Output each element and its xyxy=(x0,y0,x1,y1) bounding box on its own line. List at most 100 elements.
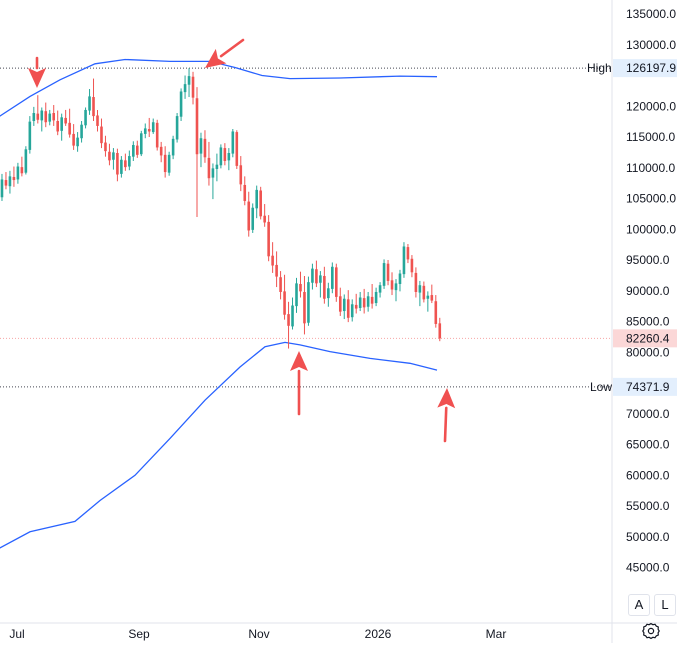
candle xyxy=(287,301,290,349)
candle-body xyxy=(215,164,219,169)
candle xyxy=(155,119,159,151)
candle xyxy=(358,291,362,312)
candle xyxy=(243,176,247,206)
candle xyxy=(335,263,338,302)
candle-body xyxy=(183,84,187,93)
candle-body xyxy=(299,283,302,292)
candle-body xyxy=(24,149,28,173)
candle xyxy=(350,299,354,322)
arrow-nov-low xyxy=(290,351,308,416)
candle xyxy=(151,118,155,134)
candle-body xyxy=(323,275,326,299)
price-tick-label: 110000.0 xyxy=(626,161,675,175)
price-tick-label: 120000.0 xyxy=(626,99,676,113)
candle xyxy=(299,271,302,298)
candle-body xyxy=(179,91,183,117)
candle xyxy=(338,287,342,316)
candle-body xyxy=(426,295,430,299)
arrow-head xyxy=(290,351,308,371)
candle xyxy=(263,204,266,227)
candle xyxy=(203,130,207,163)
gear-icon[interactable] xyxy=(642,622,660,640)
candle-body xyxy=(259,190,262,217)
upper-band-line xyxy=(0,58,438,117)
envelope-bands xyxy=(0,58,438,549)
candle xyxy=(139,130,143,157)
candle-body xyxy=(20,167,24,174)
candle-body xyxy=(207,157,211,179)
price-tick-label: 55000.0 xyxy=(626,499,670,513)
candle xyxy=(16,162,20,184)
candle xyxy=(378,282,382,298)
candle xyxy=(20,156,24,177)
candle xyxy=(255,185,258,219)
candle xyxy=(386,260,390,286)
candle-body xyxy=(418,285,422,293)
time-tick-label: Sep xyxy=(128,627,150,641)
candle xyxy=(171,135,175,160)
candle-body xyxy=(223,148,227,161)
candle-body xyxy=(16,166,20,180)
arrow-shaft xyxy=(219,38,245,58)
candle xyxy=(223,143,227,166)
candle-body xyxy=(394,283,398,291)
candle xyxy=(382,259,386,289)
candle-body xyxy=(175,116,179,140)
candle xyxy=(60,113,63,141)
candle-body xyxy=(311,268,314,283)
candle-body xyxy=(358,297,362,308)
candle-body xyxy=(171,138,175,156)
candle xyxy=(40,107,44,132)
candle xyxy=(211,163,215,200)
candle xyxy=(259,186,262,220)
candle xyxy=(64,109,67,126)
low-value: 74371.9 xyxy=(626,380,670,394)
candle-body xyxy=(422,285,426,300)
auto-scale-button[interactable]: A xyxy=(628,594,650,616)
candle-body xyxy=(303,291,306,324)
candle xyxy=(438,317,442,342)
candle-body xyxy=(350,304,354,318)
candle xyxy=(76,132,79,152)
candle xyxy=(132,141,135,161)
candle xyxy=(275,251,278,288)
candle xyxy=(191,71,195,105)
candle xyxy=(100,118,103,149)
candle xyxy=(235,130,239,169)
log-scale-button[interactable]: L xyxy=(654,594,676,616)
candle xyxy=(68,108,71,138)
candle-body xyxy=(136,145,139,155)
candle xyxy=(143,123,147,139)
candle-body xyxy=(406,247,410,260)
candle-body xyxy=(187,76,191,85)
candle xyxy=(231,129,235,158)
high-value: 126197.9 xyxy=(626,61,676,75)
time-axis[interactable]: Jul Sep Nov 2026 Mar xyxy=(9,627,506,641)
candle-body xyxy=(191,76,195,98)
candle-body xyxy=(88,96,91,111)
price-tick-label: 90000.0 xyxy=(626,284,670,298)
time-tick-label: Nov xyxy=(248,627,269,641)
candle xyxy=(120,156,123,178)
lower-band-line xyxy=(0,341,438,549)
candle xyxy=(215,153,219,182)
candle-body xyxy=(271,255,274,266)
price-axis[interactable]: 135000.0 130000.0 120000.0 115000.0 110000.0… xyxy=(587,7,677,575)
candle xyxy=(283,274,286,320)
candle-body xyxy=(211,168,215,178)
candle-body xyxy=(398,273,402,284)
candle xyxy=(56,110,59,136)
candle-body xyxy=(430,295,434,301)
candle xyxy=(179,88,183,122)
candle-body xyxy=(120,159,123,174)
candle-body xyxy=(124,160,127,168)
price-tick-label: 95000.0 xyxy=(626,253,670,267)
candle xyxy=(307,276,310,326)
arrow-head xyxy=(205,48,227,68)
candle xyxy=(24,146,28,175)
candle xyxy=(124,153,127,171)
candle xyxy=(342,294,346,320)
candle xyxy=(128,150,131,171)
